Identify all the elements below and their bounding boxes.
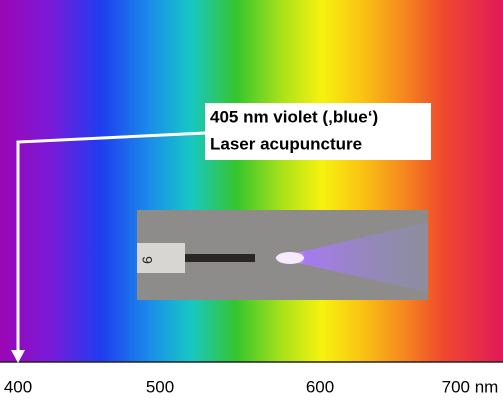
svg-text:9: 9: [139, 256, 155, 264]
x-tick-label: 500: [146, 377, 174, 396]
x-tick-label: 700 nm: [442, 377, 499, 396]
x-tick-label: 400: [4, 377, 32, 396]
photo: 9: [137, 210, 428, 300]
callout-arrow: [11, 131, 206, 363]
callout-line: 405 nm violet (‚blue‘): [210, 107, 378, 126]
callout-line: Laser acupuncture: [210, 134, 362, 153]
x-tick-label: 600: [306, 377, 334, 396]
spectrum: [0, 0, 503, 362]
callout-box: [205, 103, 431, 160]
